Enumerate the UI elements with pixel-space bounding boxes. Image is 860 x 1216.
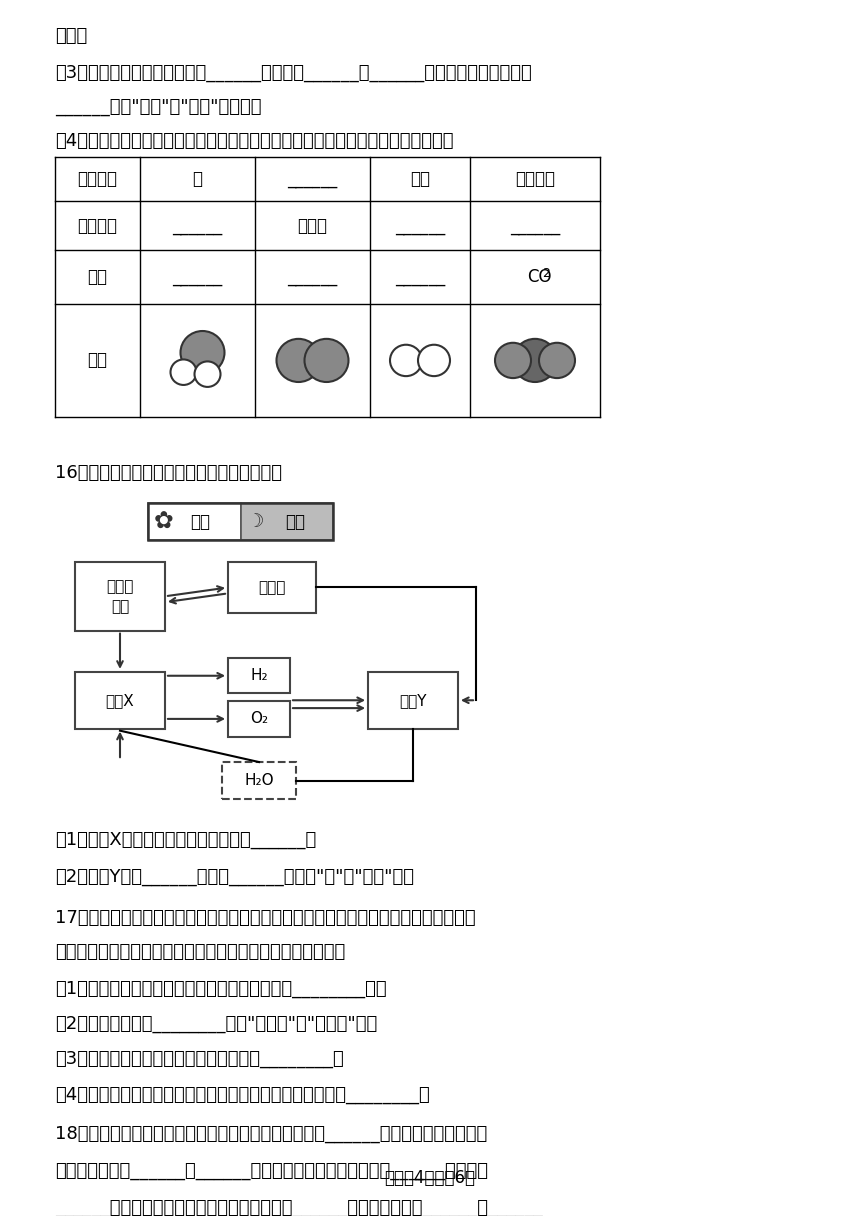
Text: 白天: 白天 xyxy=(190,513,210,530)
Bar xyxy=(368,671,458,728)
Text: 装置Y: 装置Y xyxy=(399,693,427,708)
Text: 太阳能
电池: 太阳能 电池 xyxy=(107,579,133,614)
Text: 试卷第4页，共6页: 试卷第4页，共6页 xyxy=(384,1169,476,1187)
Text: 夜晚: 夜晚 xyxy=(286,513,305,530)
Text: ______: ______ xyxy=(287,268,338,286)
Text: 符号: 符号 xyxy=(88,268,108,286)
Text: ______能，将化学能直接转化为电能的装置是______，常用的电池有______、______: ______能，将化学能直接转化为电能的装置是______，常用的电池有____… xyxy=(55,1199,543,1216)
Text: 宏观物质: 宏观物质 xyxy=(77,170,118,188)
Text: 2: 2 xyxy=(542,266,550,280)
Text: CO: CO xyxy=(527,268,551,286)
Text: ______: ______ xyxy=(287,170,338,188)
Bar xyxy=(228,702,290,737)
Text: 16．某航天器能量储存系统的工作原理如图。: 16．某航天器能量储存系统的工作原理如图。 xyxy=(55,463,282,482)
Text: （2）乙醇汽油属于________（填"纯净物"或"混合物"）；: （2）乙醇汽油属于________（填"纯净物"或"混合物"）； xyxy=(55,1015,378,1034)
Text: 模型: 模型 xyxy=(88,351,108,370)
Text: ✿: ✿ xyxy=(154,510,174,534)
Text: ______: ______ xyxy=(172,268,223,286)
Text: （4）写出乙醇在空气中燃烧生成二氧化碳和水的文字表达式________。: （4）写出乙醇在空气中燃烧生成二氧化碳和水的文字表达式________。 xyxy=(55,1086,430,1104)
Text: （2）装置Y是将______能转为______能（填"电"或"化学"）。: （2）装置Y是将______能转为______能（填"电"或"化学"）。 xyxy=(55,868,414,886)
Text: 氢气: 氢气 xyxy=(410,170,430,188)
Text: 17．乙醇汽油作为一种新型清洁燃料，是目前世界上可再生能源的发展重点，而且具有: 17．乙醇汽油作为一种新型清洁燃料，是目前世界上可再生能源的发展重点，而且具有 xyxy=(55,910,476,927)
Text: 装置X: 装置X xyxy=(106,693,134,708)
Circle shape xyxy=(181,331,224,375)
Bar xyxy=(241,503,333,540)
Circle shape xyxy=(304,339,348,382)
Text: 水: 水 xyxy=(193,170,202,188)
Bar xyxy=(75,562,165,631)
Text: 化学能可转化为______、______等为人类所利用。物质燃烧将______能转化为: 化学能可转化为______、______等为人类所利用。物质燃烧将______能… xyxy=(55,1162,488,1181)
Text: 蓄电池: 蓄电池 xyxy=(258,580,286,595)
Text: （3）乙醇汽油在燃烧时是将化学能转化为________；: （3）乙醇汽油在燃烧时是将化学能转化为________； xyxy=(55,1051,344,1069)
Circle shape xyxy=(539,343,575,378)
Circle shape xyxy=(495,343,531,378)
Circle shape xyxy=(513,339,557,382)
Text: ______（填"释放"、"吸收"）能量。: ______（填"释放"、"吸收"）能量。 xyxy=(55,98,261,116)
Text: ______: ______ xyxy=(510,216,560,235)
Text: （1）装置X中发生反应的化学方程式为______。: （1）装置X中发生反应的化学方程式为______。 xyxy=(55,831,316,849)
Bar xyxy=(228,562,316,613)
Circle shape xyxy=(170,360,196,385)
Circle shape xyxy=(418,345,450,376)
Bar xyxy=(148,503,241,540)
Circle shape xyxy=(277,339,321,382)
Text: ______: ______ xyxy=(172,216,223,235)
Text: （3）蜡烛燃烧时能量的转化是______能转化为______和______。蜡烛燃烧时向环境中: （3）蜡烛燃烧时能量的转化是______能转化为______和______。蜡烛… xyxy=(55,63,531,81)
Text: H₂: H₂ xyxy=(250,669,267,683)
Text: 氧分子: 氧分子 xyxy=(298,216,328,235)
Text: （1）乙醇汽油可以作为燃料是因为乙醇汽油具有________性；: （1）乙醇汽油可以作为燃料是因为乙醇汽油具有________性； xyxy=(55,980,387,998)
Text: ☽: ☽ xyxy=(246,512,263,531)
Text: （4）建立宏观、微观和符号之间的联系是化学特有的思维方式。请填写下列表格：: （4）建立宏观、微观和符号之间的联系是化学特有的思维方式。请填写下列表格： xyxy=(55,133,453,151)
Circle shape xyxy=(390,345,422,376)
Text: 二氧化碳: 二氧化碳 xyxy=(515,170,555,188)
Bar xyxy=(75,671,165,728)
Circle shape xyxy=(194,361,220,387)
Text: 18．化学能的利用：物质发生化学变化时，常常伴随有______变化，这就是化学能。: 18．化学能的利用：物质发生化学变化时，常常伴随有______变化，这就是化学能… xyxy=(55,1125,488,1143)
Bar xyxy=(148,503,333,540)
Text: 分子。: 分子。 xyxy=(55,28,87,45)
Text: 较好的经济效益和社会效益，终将成为汽油和柴油的替代品。: 较好的经济效益和社会效益，终将成为汽油和柴油的替代品。 xyxy=(55,942,345,961)
Text: H₂O: H₂O xyxy=(244,773,273,788)
Bar xyxy=(222,762,296,799)
Text: ______: ______ xyxy=(395,268,445,286)
Text: O₂: O₂ xyxy=(250,711,268,726)
Text: 微粒名称: 微粒名称 xyxy=(77,216,118,235)
Text: ______: ______ xyxy=(395,216,445,235)
Bar xyxy=(228,658,290,693)
